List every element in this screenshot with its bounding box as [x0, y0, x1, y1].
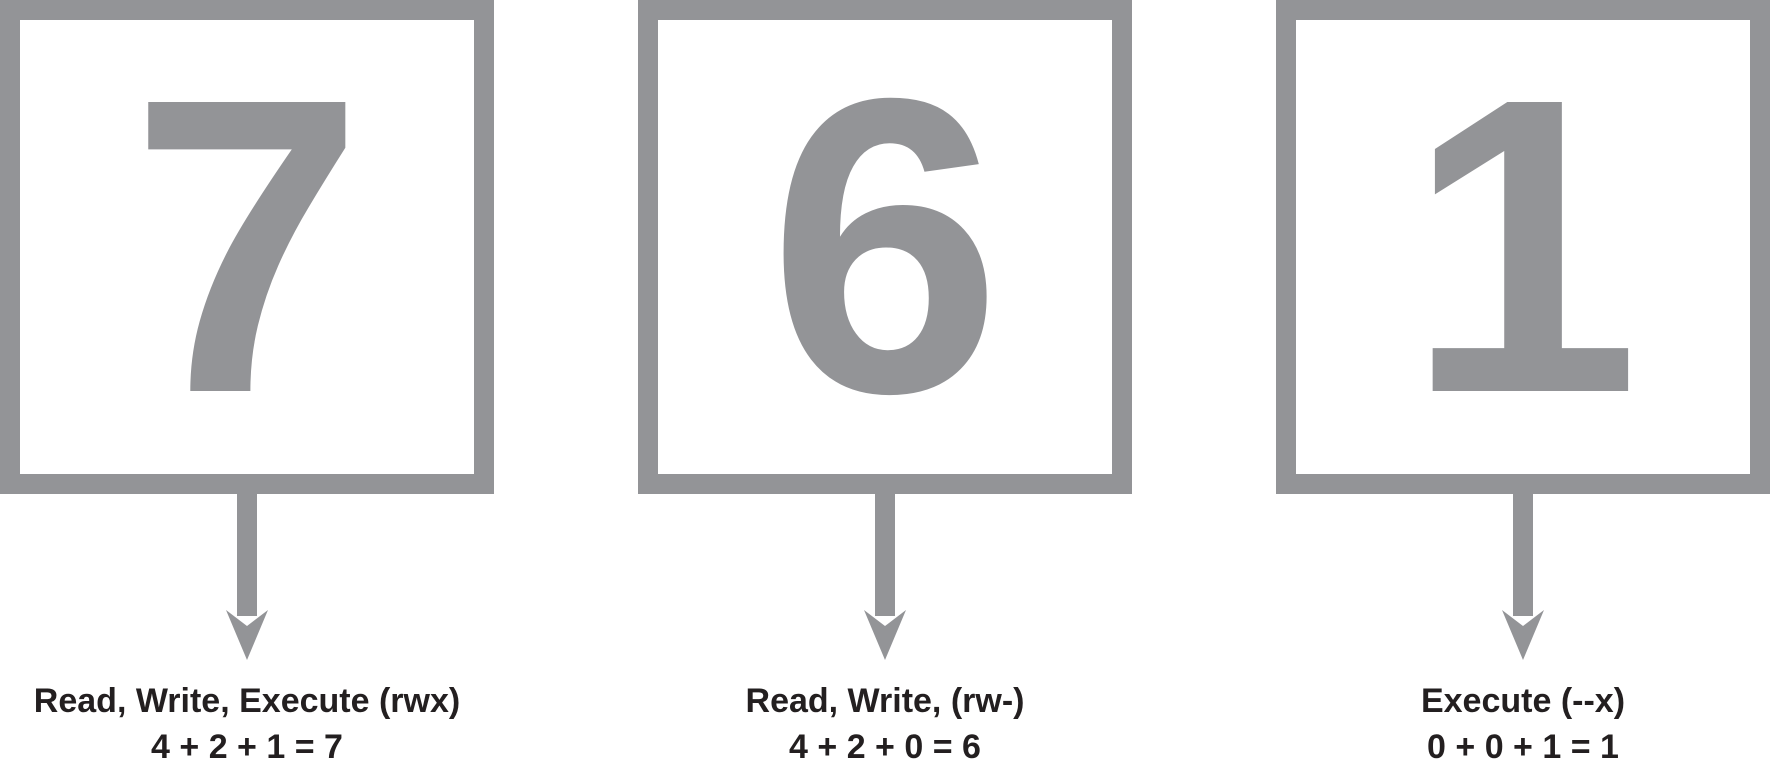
permission-description: Execute (--x): [1420, 682, 1626, 720]
permission-panel-others: 1 Execute (--x) 0 + 0 + 1 = 1: [1276, 0, 1770, 772]
permission-panel-group: 6 Read, Write, (rw-) 4 + 2 + 0 = 6: [638, 0, 1132, 772]
permission-digit: 6: [768, 12, 1002, 481]
permission-sum: 4 + 2 + 1 = 7: [151, 728, 343, 766]
permission-sum: 0 + 0 + 1 = 1: [1427, 728, 1619, 766]
permission-description: Read, Write, Execute (rwx): [33, 682, 461, 720]
permission-sum: 4 + 2 + 0 = 6: [789, 728, 981, 766]
permission-panel-owner: 7 Read, Write, Execute (rwx) 4 + 2 + 1 =…: [0, 0, 494, 772]
down-arrow-icon: [226, 494, 268, 660]
permission-digit: 1: [1406, 12, 1640, 481]
down-arrow-icon: [1502, 494, 1544, 660]
permission-description: Read, Write, (rw-): [745, 682, 1025, 720]
down-arrow-icon: [864, 494, 906, 660]
digit-box: 6: [638, 0, 1132, 494]
digit-box: 7: [0, 0, 494, 494]
digit-box: 1: [1276, 0, 1770, 494]
permission-digit: 7: [130, 12, 364, 481]
